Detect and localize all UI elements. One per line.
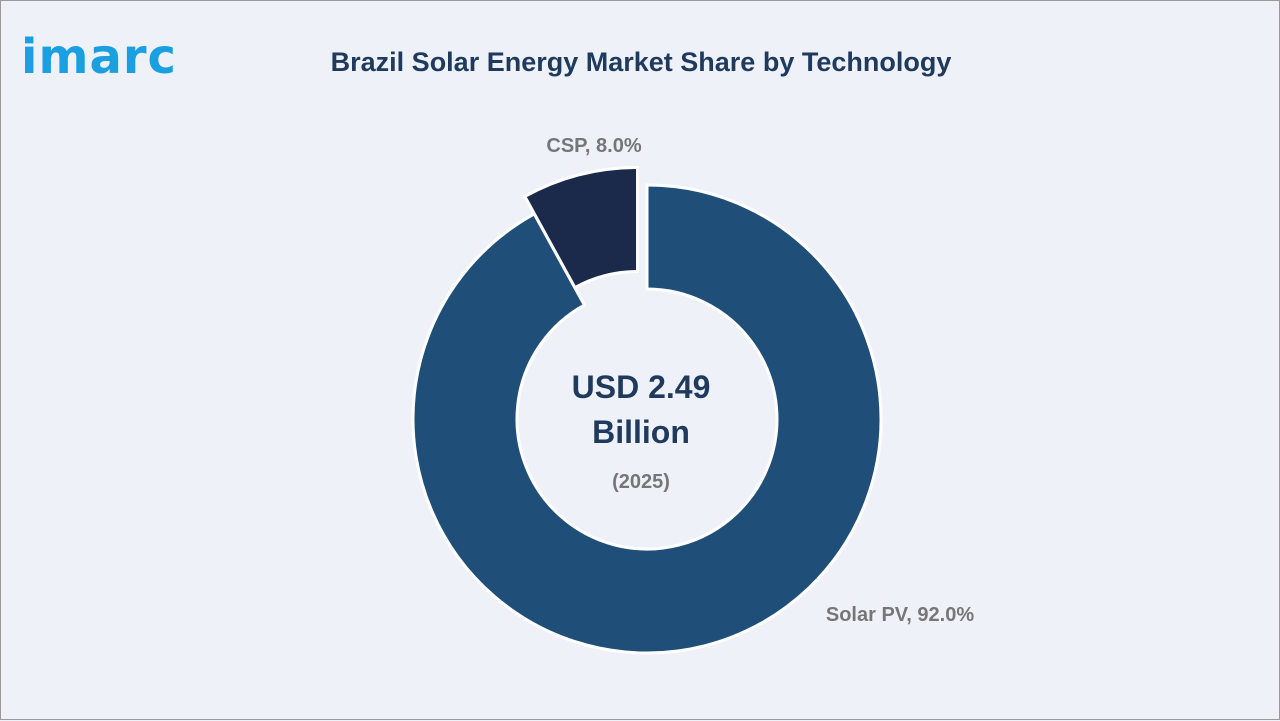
slice-solar-pv — [411, 183, 883, 655]
chart-title: Brazil Solar Energy Market Share by Tech… — [330, 47, 952, 77]
imarc-logo: imarc — [21, 29, 177, 85]
slice-csp — [522, 165, 640, 290]
slice-label-csp: CSP, 8.0% — [546, 135, 641, 157]
slice-label-solar-pv: Solar PV, 92.0% — [826, 604, 974, 626]
center-value-line1: USD 2.49 — [572, 369, 711, 405]
donut-slices — [411, 165, 883, 655]
center-value-line2: Billion — [592, 414, 690, 450]
center-year: (2025) — [612, 471, 670, 493]
slice-labels: Solar PV, 92.0% CSP, 8.0% — [546, 135, 974, 626]
